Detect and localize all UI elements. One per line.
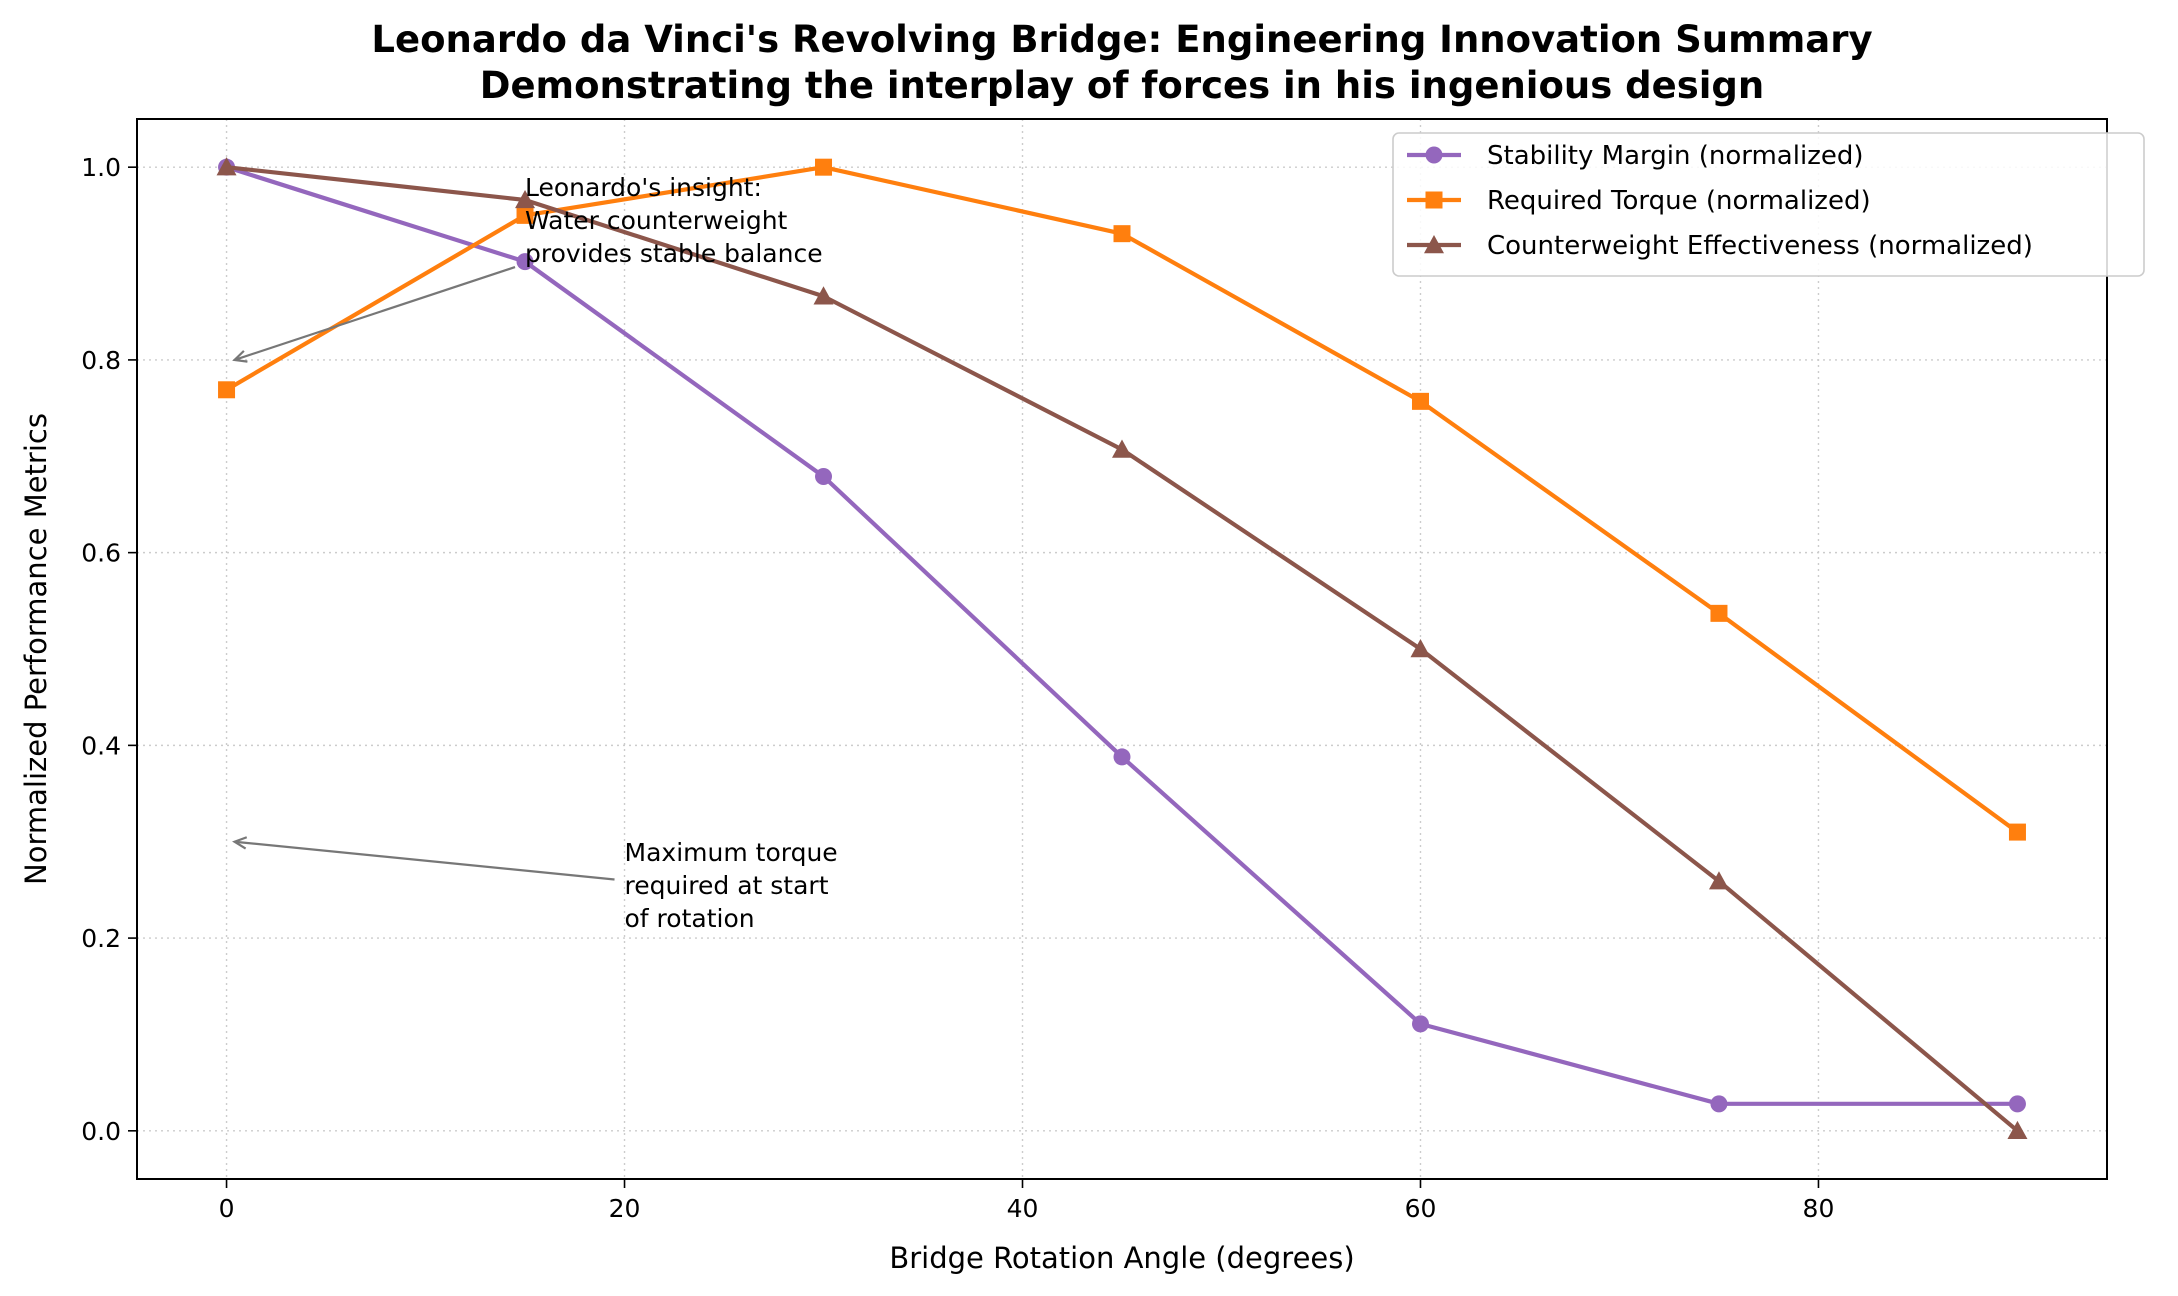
legend-entry: Counterweight Effectiveness (normalized) (1407, 231, 2033, 261)
legend-label: Required Torque (normalized) (1487, 186, 1871, 216)
data-point (516, 253, 534, 271)
x-tick-label: 60 (1405, 1194, 1437, 1223)
data-point (218, 381, 236, 399)
legend-marker (1425, 146, 1443, 164)
annotation-arrowhead (232, 350, 248, 363)
legend-label: Stability Margin (normalized) (1487, 141, 1863, 171)
data-point (813, 286, 834, 305)
legend-box (1392, 132, 2145, 277)
annotation-text: required at start (625, 871, 829, 900)
legend-marker (1425, 191, 1443, 209)
legend-label: Counterweight Effectiveness (normalized) (1487, 231, 2033, 261)
annotation-arrowhead (232, 836, 248, 850)
data-point (516, 206, 534, 224)
annotation-text: of rotation (625, 904, 755, 933)
data-point (1113, 748, 1131, 766)
data-point (815, 158, 833, 176)
series-triangle (216, 157, 2028, 1140)
annotation-text: Leonardo's insight: (525, 173, 762, 202)
legend-entry: Stability Margin (normalized) (1407, 141, 1863, 171)
y-axis-label: Normalized Performance Metrics (19, 413, 53, 885)
data-point (1411, 392, 1429, 410)
annotation: Leonardo's insight: Water counterweight pr… (232, 173, 823, 363)
x-tick-label: 20 (609, 1194, 641, 1223)
annotation-text: Maximum torque (625, 838, 838, 867)
y-tick-label: 0.8 (81, 346, 121, 375)
x-tick-label: 40 (1007, 1194, 1039, 1223)
annotation-arrow (234, 266, 516, 361)
data-point (1710, 604, 1728, 622)
chart-title: Leonardo da Vinci's Revolving Bridge: En… (371, 18, 1872, 61)
annotation-text: Water counterweight (525, 206, 788, 235)
y-tick-label: 1.0 (81, 153, 121, 182)
y-tick-label: 0.4 (81, 731, 121, 760)
axis-ticks: 0 20 40 60 80 0.0 0.2 0.4 0.6 0.8 1.0 (81, 153, 1834, 1223)
data-point (1113, 225, 1131, 243)
data-point (1410, 639, 1431, 658)
data-point (2007, 1120, 2028, 1140)
chart-subtitle: Demonstrating the interplay of forces in… (480, 64, 1765, 107)
data-point (1710, 1095, 1728, 1113)
legend-marker (1424, 235, 1444, 254)
data-point (1411, 1015, 1429, 1033)
annotation-arrow (234, 840, 615, 881)
plot-frame (136, 118, 2108, 1180)
plot-area (216, 157, 2028, 1140)
x-axis-label: Bridge Rotation Angle (degrees) (889, 1241, 1354, 1275)
y-tick-label: 0.2 (81, 924, 121, 953)
x-tick-label: 0 (219, 1194, 235, 1223)
data-point (1112, 439, 1132, 458)
data-point (2008, 1095, 2026, 1113)
x-tick-label: 80 (1803, 1194, 1835, 1223)
data-point (515, 189, 536, 209)
data-point (815, 468, 833, 486)
annotation-text: provides stable balance (525, 239, 823, 268)
y-tick-label: 0.0 (81, 1117, 121, 1146)
annotation: Maximum torque required at start of rotati… (232, 836, 838, 933)
data-point (216, 157, 237, 176)
data-point (1708, 871, 1729, 890)
series-square (218, 158, 2026, 841)
legend: Stability Margin (normalized) Required To… (1392, 132, 2145, 277)
series-circle (218, 158, 2026, 1113)
y-tick-label: 0.6 (81, 539, 121, 568)
legend-entry: Required Torque (normalized) (1407, 186, 1871, 216)
data-point (2008, 823, 2026, 841)
annotations: Leonardo's insight: Water counterweight pr… (232, 173, 838, 933)
